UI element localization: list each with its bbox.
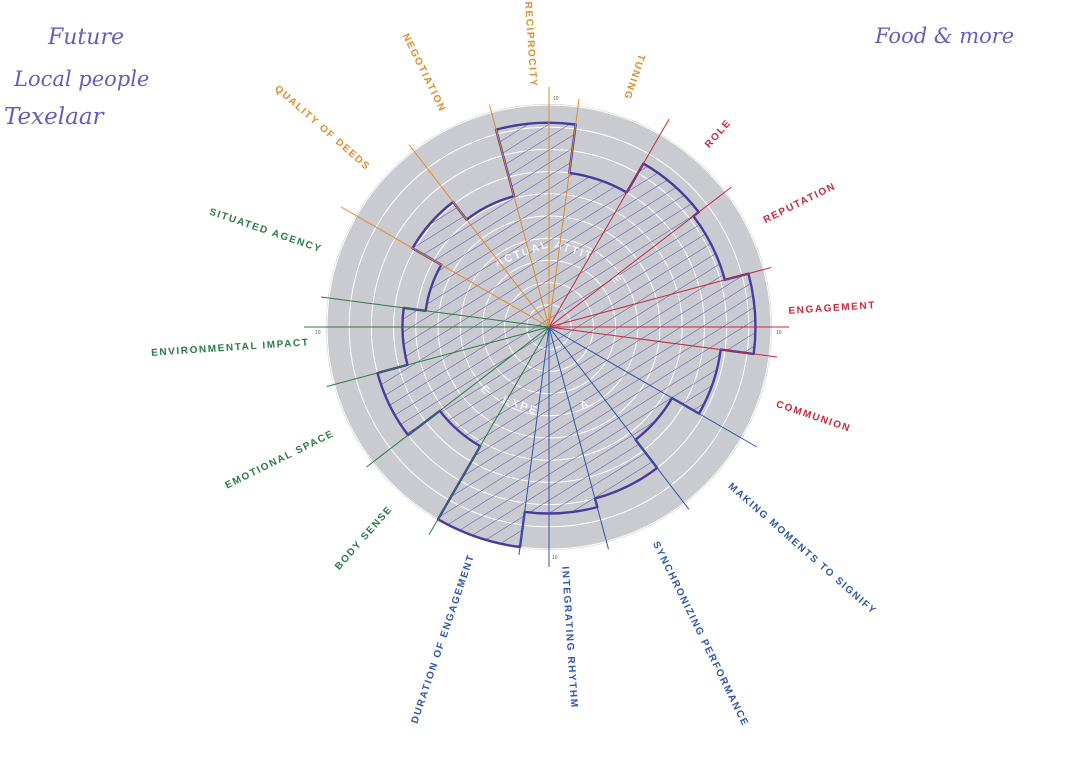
axis-label-emotional-space: EMOTIONAL SPACE <box>224 428 337 491</box>
radar-spoke <box>340 206 550 328</box>
inner-label: A <box>578 397 592 412</box>
radar-spokes <box>304 87 789 567</box>
axis-label-environmental-impact: ENVIRONMENTAL IMPACT <box>151 337 310 358</box>
tick-label-bottom: 10 <box>552 555 558 561</box>
axis-label-negotiation: NEGOTIATION <box>400 32 448 114</box>
radar-spoke <box>548 118 670 328</box>
tick-label-right: 10 <box>776 330 782 336</box>
radar-spoke <box>548 186 732 328</box>
radar-spoke <box>548 326 609 550</box>
note-line-3: Texelaar <box>4 104 106 130</box>
axis-label-engagement: ENGAGEMENT <box>788 300 876 317</box>
radar-spoke <box>326 326 550 387</box>
axis-label-situated-agency: SITUATED AGENCY <box>208 207 324 256</box>
axis-label-integrating-rhythm: INTEGRATING RHYTHM <box>559 566 579 709</box>
axis-label-tuning: TUNING <box>621 53 647 102</box>
tick-label-left: 10 <box>315 330 321 336</box>
radar-spoke <box>548 326 758 448</box>
note-top-left: Future Local people Texelaar <box>4 25 149 130</box>
axis-label-making-moments-to-signify: MAKING MOMENTS TO SIGNIFY <box>726 481 879 617</box>
axis-label-quality-of-deeds: QUALITY OF DEEDS <box>272 83 372 173</box>
radar-spoke <box>366 326 550 468</box>
axis-label-synchronizing-performance: SYNCHRONIZING PERFORMANCE <box>650 540 750 729</box>
axis-label-communion: COMMUNION <box>774 399 852 435</box>
radar-spoke <box>548 267 772 328</box>
radar-spoke <box>428 326 550 536</box>
axis-label-reputation: REPUTATION <box>762 181 838 226</box>
note-top-right: Food & more <box>874 24 1014 48</box>
radar-spoke <box>518 326 550 556</box>
radar-spoke <box>408 144 550 328</box>
axis-label-body-sense: BODY SENSE <box>333 504 395 572</box>
tick-label-top: 10 <box>553 96 559 102</box>
axis-label-role: ROLE <box>703 117 734 150</box>
radar-spoke <box>548 326 690 510</box>
radar-spoke <box>489 104 550 328</box>
radar-spoke <box>320 296 550 328</box>
radar-spoke <box>548 326 778 358</box>
radar-spoke <box>548 98 580 328</box>
axis-label-reciprocity: RECIPROCITY <box>522 1 539 87</box>
note-line-1: Future <box>47 25 124 50</box>
note-line-2: Local people <box>13 67 149 91</box>
axis-label-duration-of-engagement: DURATION OF ENGAGEMENT <box>410 553 478 725</box>
